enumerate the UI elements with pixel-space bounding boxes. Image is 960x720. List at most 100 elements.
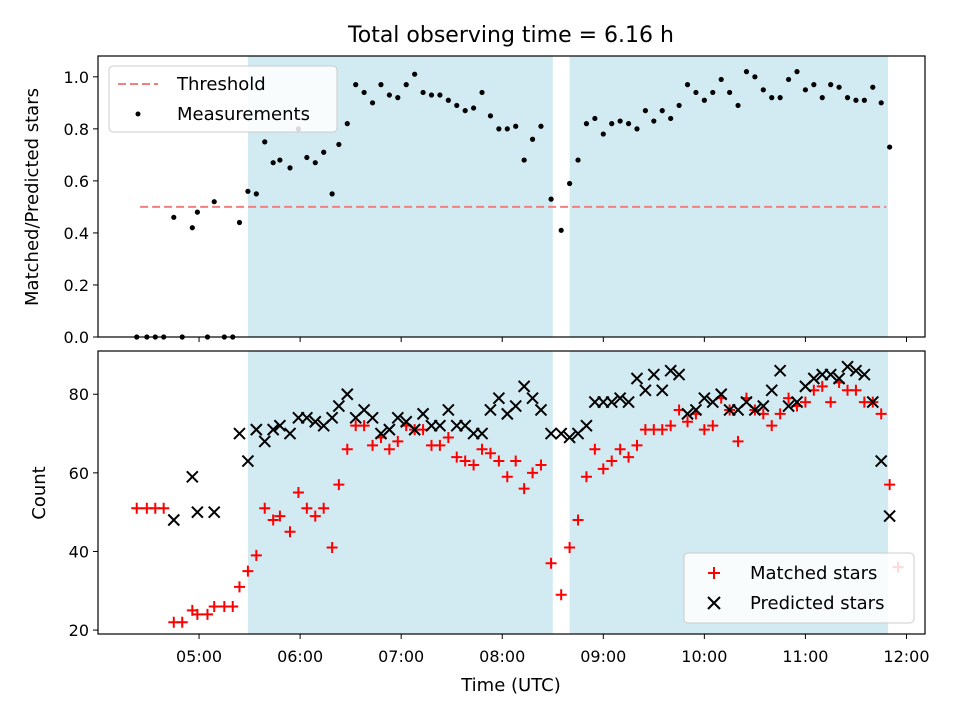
measurement-point-55	[600, 131, 606, 137]
measurement-point-88	[878, 100, 884, 106]
measurement-point-62	[659, 108, 665, 114]
matched-star-point-8	[201, 608, 213, 620]
xtick-label-1: 06:00	[277, 647, 323, 666]
measurement-point-29	[378, 82, 384, 88]
predicted-star-point-20	[366, 411, 379, 425]
xtick-label-0: 05:00	[176, 647, 222, 666]
matched-star-point-31	[392, 435, 404, 447]
matched-star-point-9	[208, 600, 220, 612]
measurement-point-77	[785, 76, 792, 83]
measurement-point-18	[287, 165, 293, 171]
measurement-point-53	[583, 121, 590, 127]
measurement-point-39	[462, 108, 468, 114]
measurement-point-47	[529, 136, 536, 142]
measurement-point-27	[361, 89, 367, 96]
predicted-star-point-7	[258, 435, 271, 448]
top-ytick-label-5: 1.0	[64, 68, 89, 87]
measurement-point-79	[802, 87, 809, 93]
matched-star-point-41	[476, 443, 488, 455]
measurement-point-48	[538, 123, 544, 129]
measurement-point-59	[634, 126, 640, 132]
measurement-point-42	[487, 113, 494, 119]
predicted-star-point-25	[408, 423, 421, 436]
measurement-point-64	[676, 102, 682, 109]
measurement-point-87	[870, 84, 876, 90]
xtick-label-4: 09:00	[580, 647, 626, 666]
measurement-point-31	[395, 95, 401, 101]
matched-star-point-19	[292, 487, 304, 498]
measurement-point-76	[777, 95, 783, 101]
predicted-star-point-69	[782, 399, 795, 413]
matched-star-point-76	[774, 408, 786, 420]
measurement-point-67	[701, 97, 707, 103]
measurement-point-40	[471, 105, 477, 111]
xtick-label-2: 07:00	[378, 647, 424, 666]
top-legend: Threshold Measurements	[108, 65, 338, 133]
predicted-star-point-81	[883, 509, 896, 523]
predicted-star-point-4	[233, 427, 246, 440]
matched-star-point-81	[816, 380, 828, 392]
xtick-label-3: 08:00	[479, 647, 525, 666]
predicted-star-point-54	[656, 384, 669, 397]
bottom-ytick-label-1: 40	[69, 542, 89, 561]
predicted-star-point-8	[266, 423, 280, 436]
matched-star-point-49	[545, 557, 557, 569]
measurement-point-12	[236, 219, 243, 226]
bottom-panel: 20 40 60 80 05:00 06:00 07:00 08:00 09:00 10:00 1…	[29, 350, 930, 696]
measurement-point-61	[651, 118, 657, 124]
predicted-star-point-39	[526, 391, 539, 405]
measurement-point-81	[819, 95, 825, 101]
measurement-point-80	[811, 82, 817, 88]
legend-measurements-swatch	[135, 111, 141, 117]
measurement-point-58	[625, 121, 632, 127]
bottom-ytick-label-0: 20	[69, 621, 89, 640]
matched-star-point-43	[493, 455, 505, 467]
predicted-star-point-22	[383, 423, 396, 436]
matched-star-point-30	[383, 443, 395, 455]
matched-star-point-18	[284, 526, 296, 538]
matched-star-point-25	[341, 443, 353, 455]
predicted-star-point-29	[442, 403, 455, 417]
matched-star-point-59	[631, 439, 643, 451]
xtick-label-6: 11:00	[782, 647, 828, 666]
matched-star-point-7	[191, 608, 203, 620]
measurement-point-51	[567, 180, 573, 187]
measurement-point-4	[171, 214, 177, 220]
measurement-point-63	[668, 115, 674, 122]
matched-star-point-20	[301, 502, 313, 514]
predicted-star-point-59	[698, 391, 711, 405]
matched-star-point-89	[884, 479, 896, 491]
predicted-star-point-5	[241, 454, 255, 468]
measurement-point-32	[403, 82, 409, 88]
matched-star-point-57	[614, 443, 626, 455]
predicted-star-point-17	[341, 388, 354, 401]
measurement-point-72	[743, 69, 750, 75]
matched-star-point-27	[358, 420, 370, 432]
predicted-star-point-49	[613, 391, 627, 405]
measurement-point-34	[420, 89, 426, 96]
matched-star-point-13	[242, 565, 254, 577]
matched-star-point-36	[434, 439, 446, 451]
matched-star-point-63	[665, 420, 677, 432]
measurement-point-52	[575, 157, 581, 163]
matched-star-point-46	[518, 483, 530, 495]
predicted-star-point-51	[630, 372, 644, 385]
bottom-ytick-label-2: 60	[69, 464, 89, 483]
matched-star-point-17	[274, 510, 286, 522]
measurement-point-28	[369, 100, 376, 106]
measurement-point-84	[844, 95, 851, 101]
predicted-star-point-48	[605, 395, 618, 409]
top-ytick-label-4: 0.8	[64, 120, 89, 139]
predicted-star-point-75	[832, 372, 846, 385]
matched-star-point-16	[267, 514, 279, 526]
matched-star-point-45	[510, 455, 522, 467]
legend-measurements-label: Measurements	[177, 104, 310, 125]
predicted-star-point-53	[647, 368, 661, 381]
top-ytick-label-1: 0.2	[64, 276, 89, 295]
measurement-point-73	[752, 74, 758, 80]
predicted-star-point-74	[824, 368, 837, 381]
matched-star-point-75	[766, 420, 778, 432]
measurement-point-15	[262, 139, 268, 145]
predicted-star-point-55	[664, 364, 677, 377]
measurement-point-54	[592, 115, 598, 122]
